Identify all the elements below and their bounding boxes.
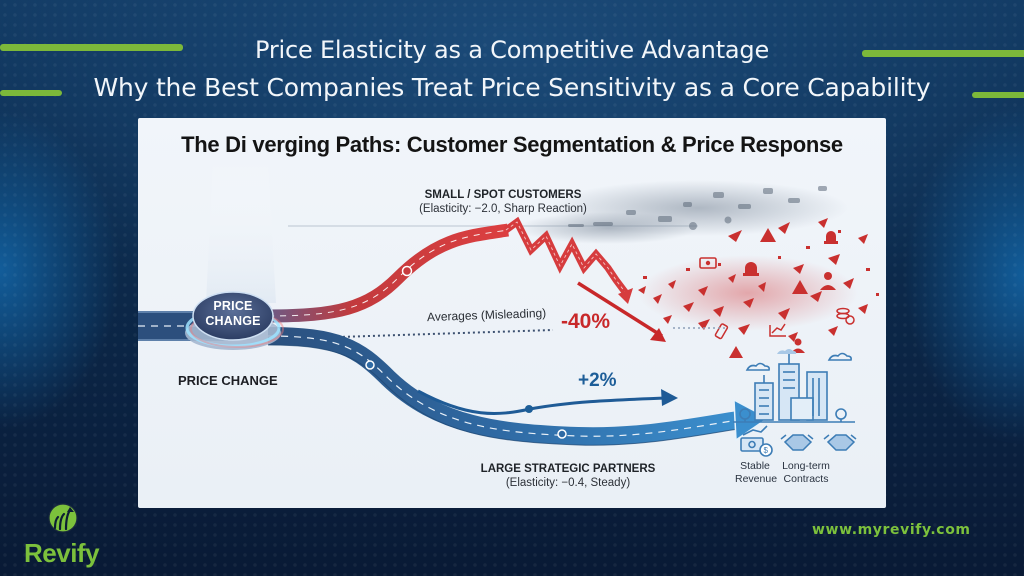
warning-icon-3 [760,228,776,242]
coins-icon [836,307,855,325]
alarm-icon [743,262,759,276]
page-subtitle: Why the Best Companies Treat Price Sensi… [93,73,931,102]
segment-small-name: SMALL / SPOT CUSTOMERS [424,189,582,201]
diagram-card: The Di verging Paths: Customer Segmentat… [138,118,886,508]
segment-large-name: LARGE STRATEGIC PARTNERS [480,463,656,475]
page-title: Price Elasticity as a Competitive Advant… [254,36,770,64]
segment-small-label: SMALL / SPOT CUSTOMERS (Elasticity: −2.0… [383,189,623,215]
debris-fragments [638,218,879,342]
handshake-icon [780,434,814,451]
money-icon [699,257,717,269]
diverging-paths-illustration [138,158,879,446]
warning-icon [792,280,808,294]
price-change-caption: PRICE CHANGE [178,373,278,388]
debris-icons [699,228,855,358]
brand-name: Revify [24,538,100,568]
chart-icon [769,323,786,337]
person-alert-icon [820,272,836,290]
stable-revenue-label: Stable Revenue [735,460,778,486]
knob-label-line1: PRICE [213,299,253,313]
stable-outcome-icons: $ [733,349,857,457]
svg-text:$: $ [764,446,769,455]
small-customers-response: -40% [561,310,611,333]
city-buildings-icon [733,349,855,423]
long-term-line1: Long-term [782,460,830,472]
knob-label-line2: CHANGE [205,314,261,328]
phone-icon [714,323,729,340]
segment-large-label: LARGE STRATEGIC PARTNERS (Elasticity: −0… [443,463,693,489]
long-term-line2: Contracts [783,473,829,485]
large-partners-response: +2% [578,370,617,391]
long-term-contracts-label: Long-term Contracts [778,460,834,486]
road-marker-blue-2 [557,429,567,439]
website-link[interactable]: www.myrevify.com [812,522,971,538]
alarm-icon-2 [824,231,838,244]
price-change-knob: PRICE CHANGE [195,299,271,329]
road-marker-red [401,265,413,277]
accent-bar-bottom-left [0,90,62,96]
handshake-icon-2 [823,434,857,451]
accent-bar-top-right [862,50,1024,57]
accent-bar-top-left [0,44,183,51]
stable-revenue-line1: Stable [740,460,770,472]
segment-small-elasticity: (Elasticity: −2.0, Sharp Reaction) [419,203,587,215]
accent-bar-bottom-right [972,92,1024,98]
road-marker-blue [365,360,375,370]
revify-logo-icon [48,503,78,533]
person-icon [791,338,805,353]
segment-large-elasticity: (Elasticity: −0.4, Steady) [505,477,631,489]
diagram-title: The Di verging Paths: Customer Segmentat… [181,132,843,157]
stable-revenue-line2: Revenue [735,473,778,485]
warning-icon-2 [729,346,743,358]
money-dollar-icon: $ [740,425,773,457]
